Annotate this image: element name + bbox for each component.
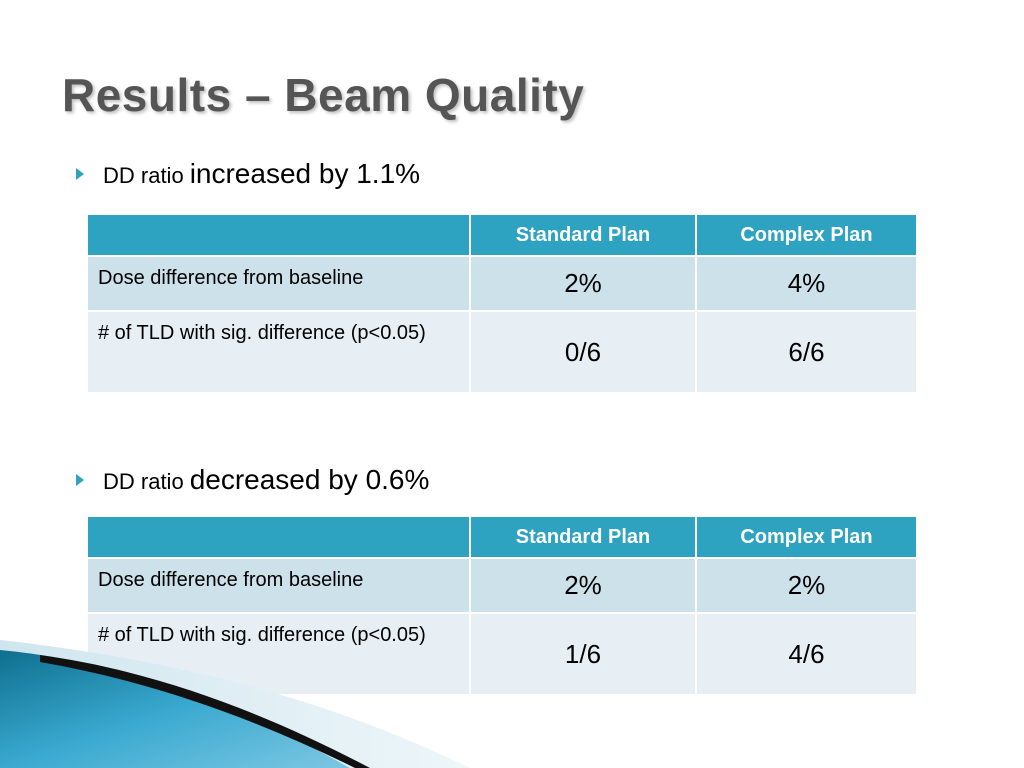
- table-header-row: Standard Plan Complex Plan: [86, 515, 918, 559]
- standard-value: 2%: [469, 255, 697, 312]
- table-row: # of TLD with sig. difference (p<0.05) 0…: [86, 310, 918, 394]
- bullet-label: DD ratio: [103, 469, 184, 494]
- complex-value: 6/6: [695, 310, 918, 394]
- row-label: # of TLD with sig. difference (p<0.05): [86, 310, 471, 394]
- header-standard-plan: Standard Plan: [469, 515, 697, 559]
- bullet-arrow-icon: [76, 168, 84, 180]
- header-blank: [86, 515, 471, 559]
- bullet-increased: DD ratio increased by 1.1%: [76, 158, 420, 190]
- complex-value: 4/6: [695, 612, 918, 696]
- bullet-text: increased by 1.1%: [189, 158, 421, 189]
- table-header-row: Standard Plan Complex Plan: [86, 213, 918, 257]
- row-label: Dose difference from baseline: [86, 255, 471, 312]
- header-standard-plan: Standard Plan: [469, 213, 697, 257]
- standard-value: 1/6: [469, 612, 697, 696]
- table-row: Dose difference from baseline 2% 4%: [86, 255, 918, 312]
- table-row: # of TLD with sig. difference (p<0.05) 1…: [86, 612, 918, 696]
- header-complex-plan: Complex Plan: [695, 515, 918, 559]
- row-label: # of TLD with sig. difference (p<0.05): [86, 612, 471, 696]
- standard-value: 0/6: [469, 310, 697, 394]
- results-table-decreased: Standard Plan Complex Plan Dose differen…: [86, 515, 918, 696]
- table-row: Dose difference from baseline 2% 2%: [86, 557, 918, 614]
- row-label: Dose difference from baseline: [86, 557, 471, 614]
- standard-value: 2%: [469, 557, 697, 614]
- header-complex-plan: Complex Plan: [695, 213, 918, 257]
- results-table-increased: Standard Plan Complex Plan Dose differen…: [86, 213, 918, 394]
- bullet-arrow-icon: [76, 474, 84, 486]
- bullet-text: decreased by 0.6%: [189, 464, 430, 495]
- slide-title: Results – Beam Quality: [62, 69, 585, 121]
- header-blank: [86, 213, 471, 257]
- bullet-decreased: DD ratio decreased by 0.6%: [76, 464, 429, 496]
- bullet-label: DD ratio: [103, 163, 184, 188]
- complex-value: 4%: [695, 255, 918, 312]
- complex-value: 2%: [695, 557, 918, 614]
